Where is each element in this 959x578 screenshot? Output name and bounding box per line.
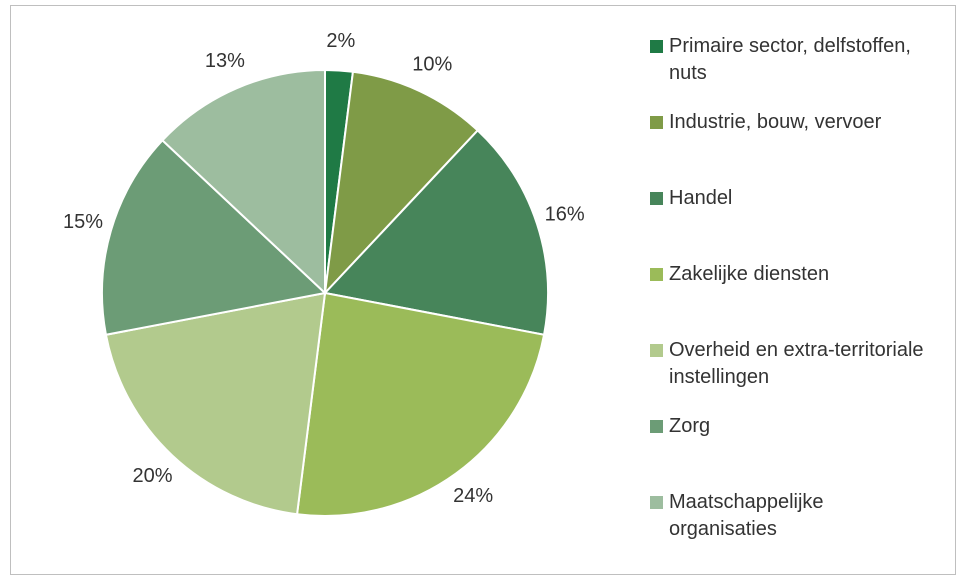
- data-label: 13%: [205, 50, 245, 72]
- legend-item: Zakelijke diensten: [650, 261, 930, 288]
- legend-item: Primaire sector, delfstoffen, nuts: [650, 33, 930, 87]
- data-label: 15%: [63, 211, 103, 233]
- data-label: 24%: [453, 485, 493, 507]
- chart-frame: [10, 5, 956, 575]
- legend-swatch: [650, 268, 663, 281]
- data-label: 20%: [132, 465, 172, 487]
- legend-item: Maatschappelijke organisaties: [650, 489, 930, 543]
- legend-swatch: [650, 192, 663, 205]
- legend-item: Industrie, bouw, vervoer: [650, 109, 930, 136]
- legend-label: Overheid en extra-territoriale instellin…: [669, 339, 924, 388]
- legend-swatch: [650, 344, 663, 357]
- legend-item: Zorg: [650, 413, 930, 440]
- legend-item: Handel: [650, 185, 930, 212]
- pie-slice: [323, 129, 549, 336]
- data-label: 10%: [412, 53, 452, 75]
- pie-slice: [161, 68, 326, 296]
- legend-label: Zorg: [669, 415, 711, 437]
- legend-swatch: [650, 420, 663, 433]
- data-label: 2%: [326, 30, 355, 52]
- legend-item: Overheid en extra-territoriale instellin…: [650, 337, 930, 391]
- legend-label: Zakelijke diensten: [669, 263, 830, 285]
- pie-slice: [104, 291, 327, 516]
- legend-swatch: [650, 40, 663, 53]
- legend-label: Handel: [669, 187, 733, 209]
- legend-label: Maatschappelijke organisaties: [669, 491, 824, 540]
- pie-slice: [295, 291, 546, 517]
- legend-swatch: [650, 116, 663, 129]
- pie-slice: [101, 138, 328, 336]
- data-label: 16%: [545, 203, 585, 225]
- legend-label: Industrie, bouw, vervoer: [669, 111, 882, 133]
- legend-label: Primaire sector, delfstoffen, nuts: [669, 35, 911, 84]
- pie-slice: [323, 70, 480, 296]
- legend-swatch: [650, 496, 663, 509]
